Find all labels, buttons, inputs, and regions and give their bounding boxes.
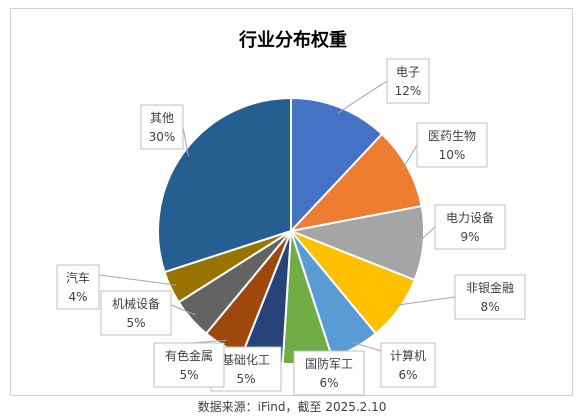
slice-label-box xyxy=(434,204,506,250)
slice-label-name: 汽车 xyxy=(66,270,90,285)
pie-slice xyxy=(290,96,384,234)
slice-label-value: 9% xyxy=(460,230,479,244)
slice-label-name: 医药生物 xyxy=(428,129,476,143)
slice-label-value: 8% xyxy=(480,300,499,314)
slice-label: 计算机 6% xyxy=(380,342,436,388)
slice-label-name: 其他 xyxy=(150,111,174,125)
slice-label: 有色金属 5% xyxy=(153,342,225,388)
slice-label-value: 5% xyxy=(179,368,198,382)
slice-label-name: 电力设备 xyxy=(446,211,494,225)
slice-label-box xyxy=(153,342,225,388)
slice-label-name: 计算机 xyxy=(390,348,426,363)
slice-label: 电子 12% xyxy=(386,58,430,104)
slice-label: 非银金融 8% xyxy=(454,274,526,320)
slice-label-box xyxy=(454,274,526,320)
slice-label-box xyxy=(380,342,436,388)
slice-label: 机械设备 5% xyxy=(100,290,172,336)
slice-label-value: 10% xyxy=(439,148,466,162)
slice-label-value: 6% xyxy=(319,376,338,390)
chart-title: 行业分布权重 xyxy=(238,29,347,51)
slice-label-name: 机械设备 xyxy=(112,296,160,311)
source-note: 数据来源：iFind，截至 2025.2.10 xyxy=(197,400,387,414)
leader-line xyxy=(352,341,382,352)
pie-chart: 行业分布权重 电子12%医药生物10%电力设备9%非银金融8%计算机6%国防军工… xyxy=(56,29,526,396)
slice-label: 医药生物 10% xyxy=(416,122,488,168)
slice-label-value: 4% xyxy=(68,290,87,304)
slice-label-box xyxy=(416,122,488,168)
slice-label-box xyxy=(140,104,184,150)
slice-label-name: 国防军工 xyxy=(305,356,353,371)
slice-label: 电力设备 9% xyxy=(434,204,506,250)
leader-line xyxy=(98,274,177,286)
slice-label-name: 非银金融 xyxy=(466,280,514,295)
slice-label-name: 基础化工 xyxy=(222,353,270,367)
slice-label-box xyxy=(293,350,365,396)
slice-label-value: 6% xyxy=(398,368,417,382)
slice-label-box xyxy=(56,264,100,310)
slice-label-name: 电子 xyxy=(396,65,420,79)
leader-line xyxy=(417,226,436,244)
slice-label-box xyxy=(100,290,172,336)
slice-label-value: 12% xyxy=(395,84,422,98)
pie-slice xyxy=(288,132,423,233)
leader-line xyxy=(401,144,418,171)
leader-line xyxy=(182,126,189,157)
slice-label: 汽车 4% xyxy=(56,264,100,310)
chart-frame: 行业分布权重 电子 12% 医药生物 10% 电力设备 9% 非银金融 8% 计算机 6% 国防军工… xyxy=(10,8,573,396)
slice-label-value: 5% xyxy=(236,372,255,386)
leader-line xyxy=(170,304,196,316)
slice-label: 其他 30% xyxy=(140,104,184,150)
leader-line xyxy=(393,296,456,307)
slice-label-value: 30% xyxy=(149,130,176,144)
slice-label-box xyxy=(386,58,430,104)
pie-slice xyxy=(157,96,292,274)
slice-label: 国防军工 6% xyxy=(293,350,365,396)
slice-label-name: 有色金属 xyxy=(165,348,213,363)
slice-label-value: 5% xyxy=(126,316,145,330)
leader-line xyxy=(337,80,388,114)
